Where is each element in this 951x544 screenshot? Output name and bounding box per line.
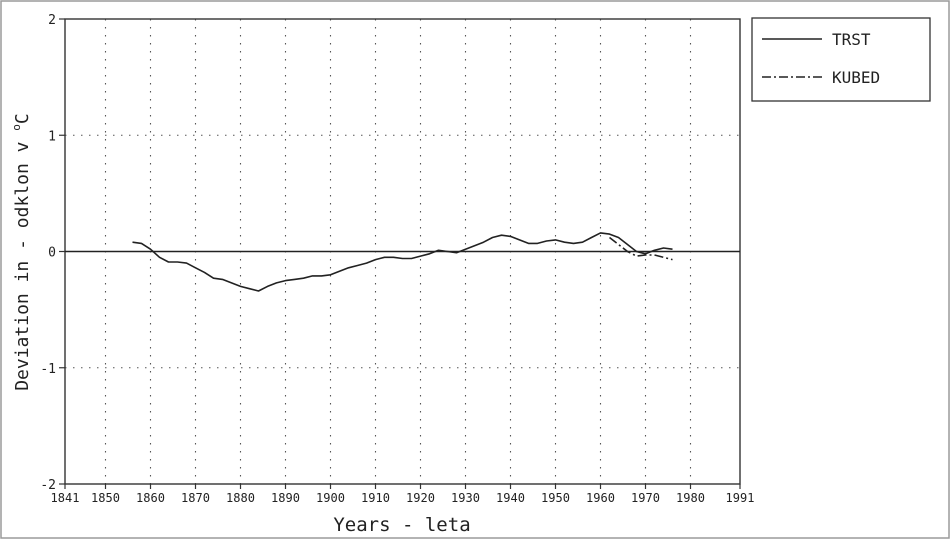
y-axis-ticks: 2 1 0 -1 -2 [40, 13, 65, 493]
x-tick-label: 1870 [181, 491, 210, 505]
x-tick-label: 1860 [136, 491, 165, 505]
x-tick-label: 1920 [406, 491, 435, 505]
y-tick-label: -1 [40, 362, 56, 377]
x-tick-label: 1910 [361, 491, 390, 505]
series-line-trst [132, 232, 673, 292]
x-axis-label: Years - leta [333, 514, 470, 536]
x-tick-label: 1980 [676, 491, 705, 505]
x-tick-label: 1960 [586, 491, 615, 505]
x-tick-label: 1900 [316, 491, 345, 505]
series-layer [132, 232, 673, 292]
x-tick-label: 1970 [631, 491, 660, 505]
y-tick-label: 2 [48, 13, 56, 28]
legend-box [751, 17, 931, 102]
x-tick-label: 1880 [226, 491, 255, 505]
y-axis-label-main: Deviation in - odklon v [12, 131, 33, 391]
x-tick-label: 1950 [541, 491, 570, 505]
x-axis-ticks: 1841 1850 1860 1870 1880 1890 1900 1910 1920 1930… [51, 484, 755, 505]
legend: TRST KUBED [751, 17, 931, 102]
series-line-kubed [609, 236, 673, 261]
y-axis-label: Deviation in - odklon v oC [10, 113, 33, 391]
y-axis-label-degree: o [10, 124, 23, 131]
y-tick-label: 0 [48, 246, 56, 261]
x-tick-label: 1850 [91, 491, 120, 505]
x-tick-label: 1890 [271, 491, 300, 505]
y-tick-label: -2 [40, 478, 56, 493]
legend-label-trst: TRST [832, 30, 871, 49]
x-tick-label: 1930 [451, 491, 480, 505]
legend-label-kubed: KUBED [832, 68, 880, 87]
x-tick-label: 1940 [496, 491, 525, 505]
y-axis-label-celsius: C [12, 113, 33, 124]
x-tick-label: 1991 [726, 491, 755, 505]
x-tick-label: 1841 [51, 491, 80, 505]
y-tick-label: 1 [48, 129, 56, 144]
